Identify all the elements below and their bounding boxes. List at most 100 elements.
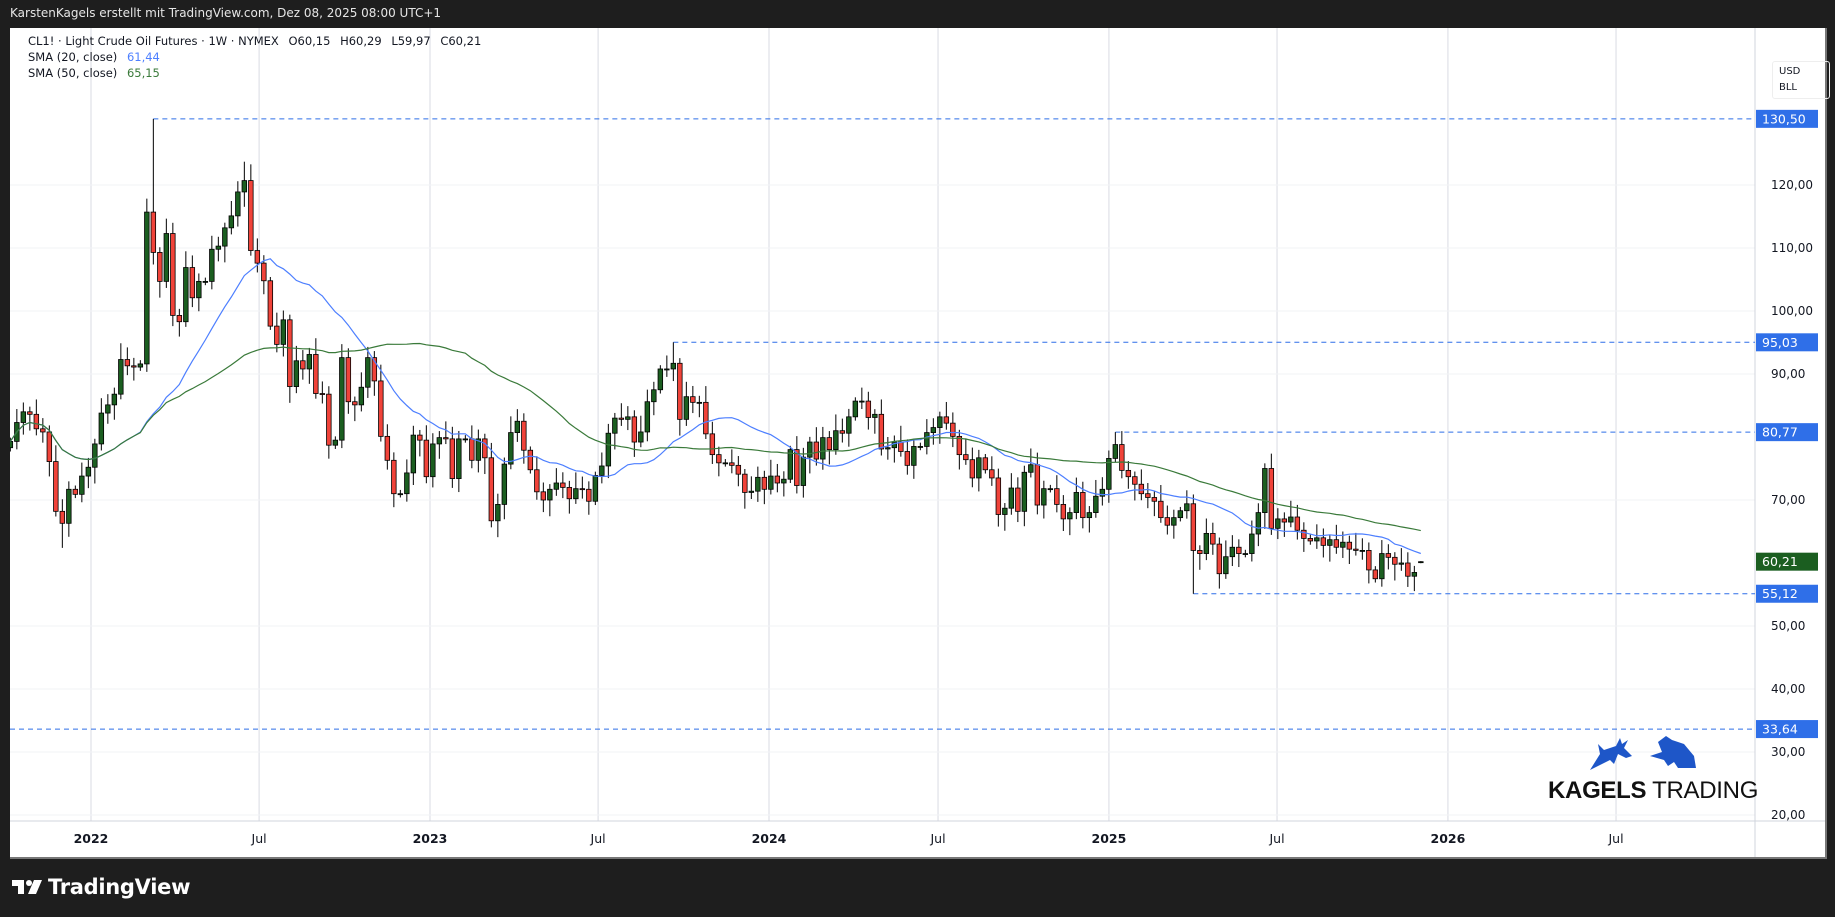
candle-up[interactable] bbox=[1262, 468, 1268, 513]
candle-up[interactable] bbox=[1112, 444, 1119, 459]
candle-up[interactable] bbox=[924, 432, 930, 447]
candle-up[interactable] bbox=[644, 401, 651, 433]
candle-up[interactable] bbox=[111, 393, 118, 406]
candle-down[interactable] bbox=[1392, 556, 1398, 565]
candle-up[interactable] bbox=[885, 447, 891, 450]
candle-up[interactable] bbox=[670, 362, 677, 370]
candle-down[interactable] bbox=[527, 449, 534, 471]
candle-up[interactable] bbox=[1340, 541, 1346, 548]
candle-up[interactable] bbox=[807, 441, 813, 458]
candle-up[interactable] bbox=[664, 368, 670, 371]
candle-down[interactable] bbox=[417, 434, 423, 441]
candle-down[interactable] bbox=[1405, 562, 1411, 577]
candle-down[interactable] bbox=[1164, 517, 1171, 526]
candle-down[interactable] bbox=[261, 262, 267, 282]
candle-down[interactable] bbox=[248, 180, 254, 251]
candle-down[interactable] bbox=[1307, 538, 1314, 542]
candle-down[interactable] bbox=[274, 325, 280, 345]
candle-down[interactable] bbox=[378, 380, 384, 437]
candle-down[interactable] bbox=[176, 315, 183, 323]
candle-up[interactable] bbox=[280, 319, 287, 345]
candle-down[interactable] bbox=[488, 457, 495, 522]
candle-up[interactable] bbox=[1021, 471, 1028, 512]
candle-down[interactable] bbox=[170, 233, 176, 316]
candle-down[interactable] bbox=[774, 475, 781, 484]
candle-up[interactable] bbox=[657, 368, 664, 391]
candle-up[interactable] bbox=[514, 420, 521, 433]
candle-down[interactable] bbox=[189, 267, 196, 299]
candle-down[interactable] bbox=[313, 354, 319, 394]
symbol-name[interactable]: CL1! · Light Crude Oil Futures · 1W · NY… bbox=[28, 34, 279, 48]
candle-down[interactable] bbox=[59, 510, 66, 524]
candle-up[interactable] bbox=[235, 191, 241, 217]
candle-up[interactable] bbox=[1028, 464, 1034, 473]
candle-down[interactable] bbox=[703, 401, 709, 435]
candle-up[interactable] bbox=[306, 354, 313, 370]
candle-down[interactable] bbox=[1346, 541, 1353, 550]
candle-up[interactable] bbox=[508, 432, 514, 465]
candle-down[interactable] bbox=[794, 449, 800, 486]
candle-up[interactable] bbox=[183, 267, 189, 323]
candle-up[interactable] bbox=[651, 389, 657, 403]
candle-down[interactable] bbox=[534, 469, 540, 493]
candle-down[interactable] bbox=[131, 365, 137, 368]
candle-up[interactable] bbox=[10, 441, 14, 449]
candle-up[interactable] bbox=[787, 449, 794, 480]
candle-up[interactable] bbox=[1002, 507, 1008, 515]
candle-up[interactable] bbox=[1099, 488, 1106, 497]
candle-down[interactable] bbox=[1138, 483, 1145, 495]
candle-down[interactable] bbox=[1210, 532, 1216, 545]
candle-down[interactable] bbox=[813, 441, 820, 460]
sma50-legend[interactable]: SMA (50, close) 65,15 bbox=[28, 66, 166, 81]
candle-up[interactable] bbox=[1047, 488, 1054, 491]
candle-down[interactable] bbox=[729, 462, 735, 466]
candle-up[interactable] bbox=[911, 446, 917, 466]
candle-down[interactable] bbox=[326, 393, 332, 446]
candle-up[interactable] bbox=[404, 472, 410, 495]
candle-down[interactable] bbox=[1236, 546, 1242, 554]
candle-down[interactable] bbox=[423, 439, 430, 478]
candle-down[interactable] bbox=[254, 250, 261, 264]
candle-up[interactable] bbox=[358, 386, 365, 406]
candle-down[interactable] bbox=[1366, 550, 1372, 571]
candle-down[interactable] bbox=[950, 422, 956, 437]
candle-up[interactable] bbox=[397, 493, 404, 496]
candle-up[interactable] bbox=[852, 400, 859, 418]
candle-up[interactable] bbox=[137, 363, 144, 368]
candle-up[interactable] bbox=[573, 488, 579, 500]
candle-down[interactable] bbox=[677, 362, 683, 420]
candle-down[interactable] bbox=[124, 359, 131, 367]
candle-up[interactable] bbox=[599, 465, 605, 476]
candle-up[interactable] bbox=[1229, 546, 1236, 558]
candle-up[interactable] bbox=[501, 463, 508, 505]
candle-up[interactable] bbox=[222, 227, 228, 247]
candle-up[interactable] bbox=[144, 211, 150, 365]
candle-up[interactable] bbox=[365, 357, 371, 388]
candle-down[interactable] bbox=[1060, 504, 1067, 520]
candle-down[interactable] bbox=[319, 393, 326, 395]
candle-up[interactable] bbox=[1379, 553, 1385, 580]
candle-down[interactable] bbox=[963, 454, 969, 461]
candle-down[interactable] bbox=[1080, 492, 1086, 519]
candle-up[interactable] bbox=[755, 476, 761, 492]
candle-down[interactable] bbox=[1190, 503, 1197, 551]
candle-down[interactable] bbox=[157, 252, 163, 282]
candle-down[interactable] bbox=[982, 457, 989, 471]
candle-down[interactable] bbox=[579, 488, 586, 491]
candle-down[interactable] bbox=[352, 401, 358, 406]
candle-down[interactable] bbox=[1145, 493, 1151, 498]
candle-down[interactable] bbox=[1281, 518, 1288, 523]
candle-up[interactable] bbox=[917, 446, 924, 448]
sma20-legend[interactable]: SMA (20, close) 61,44 bbox=[28, 50, 166, 65]
candle-up[interactable] bbox=[1073, 492, 1080, 514]
candle-up[interactable] bbox=[859, 400, 865, 403]
candle-up[interactable] bbox=[683, 396, 690, 420]
candle-up[interactable] bbox=[1288, 516, 1294, 523]
candle-up[interactable] bbox=[1359, 550, 1366, 552]
candle-up[interactable] bbox=[209, 248, 215, 282]
candle-down[interactable] bbox=[267, 280, 274, 327]
candle-down[interactable] bbox=[1151, 497, 1158, 502]
candle-up[interactable] bbox=[1255, 512, 1262, 535]
candle-up[interactable] bbox=[20, 411, 27, 423]
candle-up[interactable] bbox=[1223, 556, 1229, 575]
